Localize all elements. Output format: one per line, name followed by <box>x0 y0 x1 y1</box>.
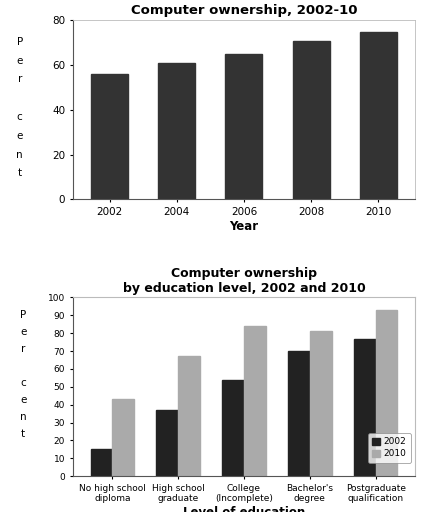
Text: t: t <box>18 168 22 178</box>
Text: t: t <box>21 429 25 439</box>
Text: c: c <box>17 112 23 122</box>
Bar <box>222 380 244 476</box>
Bar <box>226 54 262 199</box>
Bar <box>244 326 266 476</box>
Text: e: e <box>20 395 26 405</box>
Text: n: n <box>16 150 23 160</box>
X-axis label: Level of education: Level of education <box>183 506 305 512</box>
Bar <box>158 63 195 199</box>
Bar <box>288 351 310 476</box>
Bar <box>112 399 134 476</box>
Text: r: r <box>21 344 25 354</box>
Title: Computer ownership
by education level, 2002 and 2010: Computer ownership by education level, 2… <box>122 267 366 295</box>
Text: P: P <box>20 310 26 321</box>
Bar <box>91 450 112 476</box>
Text: e: e <box>17 131 23 141</box>
Text: e: e <box>20 327 26 337</box>
Text: e: e <box>17 56 23 66</box>
Text: r: r <box>18 74 22 84</box>
Bar <box>293 40 330 199</box>
Bar <box>91 74 128 199</box>
Text: P: P <box>17 37 23 47</box>
Title: Computer ownership, 2002-10: Computer ownership, 2002-10 <box>131 4 357 16</box>
Bar <box>156 410 178 476</box>
X-axis label: Year: Year <box>229 220 259 232</box>
Bar <box>360 32 397 199</box>
Text: c: c <box>20 378 26 388</box>
Text: n: n <box>20 412 27 422</box>
Bar <box>376 310 397 476</box>
Bar <box>310 331 332 476</box>
Bar <box>354 338 376 476</box>
Legend: 2002, 2010: 2002, 2010 <box>368 433 410 463</box>
Bar <box>178 356 200 476</box>
